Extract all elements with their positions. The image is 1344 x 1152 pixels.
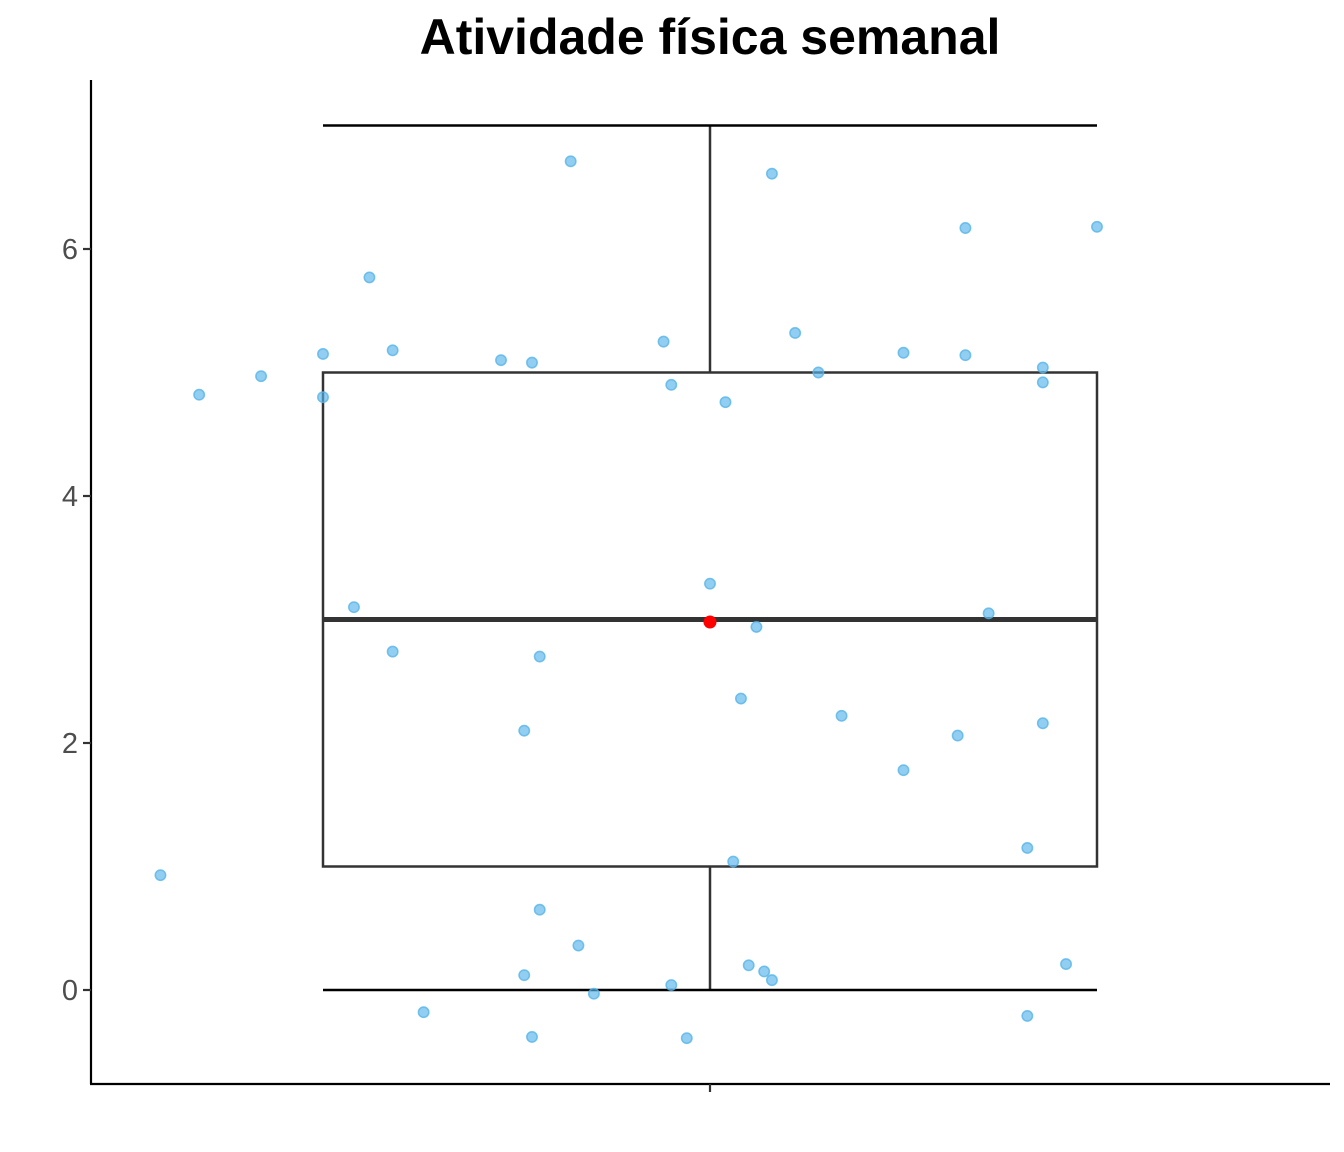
data-point	[1036, 376, 1049, 389]
data-point	[789, 327, 802, 339]
data-point	[255, 370, 268, 383]
data-point	[750, 620, 763, 633]
data-point	[897, 346, 910, 359]
data-point	[1021, 842, 1034, 854]
data-point	[526, 356, 538, 369]
data-point	[812, 366, 825, 379]
data-point	[518, 724, 531, 737]
boxplot	[321, 124, 1099, 992]
data-point	[742, 959, 755, 972]
data-point	[386, 344, 399, 357]
data-point	[533, 650, 546, 663]
x-axis	[90, 1082, 1330, 1092]
data-point	[1036, 717, 1049, 730]
data-point	[526, 1030, 538, 1043]
data-point	[1021, 1009, 1034, 1022]
data-point	[587, 987, 600, 1000]
data-point	[959, 349, 972, 362]
data-point	[193, 388, 206, 401]
data-point	[1036, 361, 1049, 374]
data-point	[765, 167, 778, 180]
y-tick-label: 6	[62, 234, 78, 266]
data-point	[719, 396, 732, 409]
y-tick-label: 2	[62, 728, 78, 760]
data-point	[758, 965, 771, 978]
y-tick-label: 0	[62, 975, 78, 1007]
data-point	[317, 391, 329, 404]
data-point	[363, 271, 376, 284]
chart-title: Atividade física semanal	[420, 9, 1001, 65]
data-point	[317, 348, 329, 360]
data-point	[417, 1006, 430, 1019]
data-point	[704, 577, 716, 590]
data-point	[665, 979, 678, 992]
y-tick-label: 4	[62, 481, 78, 513]
jitter-points	[154, 155, 1103, 1045]
data-point	[154, 869, 167, 882]
data-point	[951, 729, 964, 742]
data-point	[735, 692, 747, 705]
data-point	[348, 601, 360, 614]
data-point	[665, 378, 678, 391]
data-point	[572, 939, 585, 952]
data-point	[533, 903, 546, 916]
data-point	[386, 645, 399, 658]
data-point	[518, 969, 531, 982]
data-point	[495, 354, 507, 367]
data-point	[765, 974, 778, 987]
data-point	[1091, 220, 1103, 233]
mean-point	[703, 615, 717, 629]
data-point	[982, 607, 995, 620]
data-point	[727, 855, 740, 868]
data-point	[835, 709, 848, 722]
data-point	[897, 764, 910, 777]
data-point	[959, 222, 972, 234]
mean-marker-group	[703, 615, 717, 629]
data-point	[680, 1032, 693, 1045]
y-axis: 0 2 4 6	[62, 80, 93, 1084]
data-point	[564, 155, 577, 168]
data-point	[657, 335, 670, 348]
data-point	[1060, 958, 1072, 971]
